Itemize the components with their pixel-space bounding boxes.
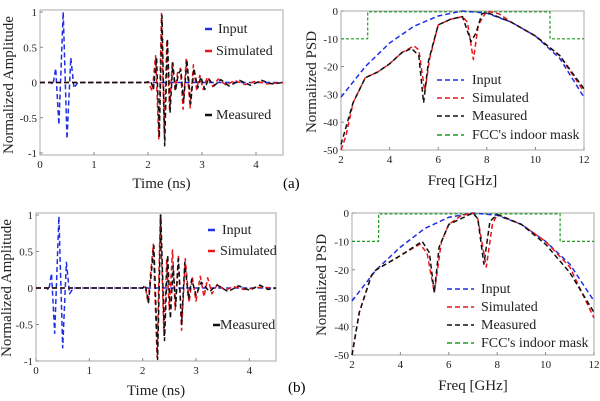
x-tick-label: 1 [91, 159, 97, 171]
axes-box [35, 212, 277, 362]
series-line-input [36, 215, 276, 349]
legend-label-simulated: Simulated [216, 44, 273, 59]
x-tick-label: 12 [579, 154, 590, 166]
legend-label-mask: FCC's indoor mask [481, 336, 589, 351]
legend-label-simulated: Simulated [472, 91, 529, 106]
y-tick-label: -0.5 [16, 320, 34, 332]
panel-a-psd: 2 4 6 8 10 12 -50 -40 -30 -20 -10 0 Freq [GHz] Normal… [304, 6, 590, 189]
y-tick-label: 0 [333, 6, 339, 18]
y-tick-label: 0 [28, 283, 34, 295]
legend-label-simulated: Simulated [481, 300, 538, 315]
x-tick-label: 8 [484, 154, 490, 166]
x-tick-label: 4 [387, 154, 393, 166]
x-tick-label: 3 [193, 365, 199, 377]
x-tick-label: 4 [247, 365, 253, 377]
x-tick-label: 12 [589, 359, 600, 371]
series-line-measured [340, 11, 585, 145]
y-axis-label: Normalized PSD [304, 31, 320, 133]
y-tick-label: -30 [323, 89, 338, 101]
series-line-input [340, 10, 585, 98]
legend-label-measured: Measured [472, 109, 527, 124]
y-tick-label: -20 [323, 62, 338, 74]
legend-label-measured: Measured [216, 108, 271, 123]
y-tick-label: -1 [24, 356, 33, 368]
x-tick-label: 8 [494, 359, 500, 371]
legend-label-measured: Measured [220, 318, 275, 333]
series-line-simulated [340, 10, 585, 151]
x-tick-label: 2 [338, 154, 344, 166]
y-tick-label: -10 [334, 236, 349, 248]
y-tick-label: -50 [334, 350, 349, 362]
x-axis-label: Time (ns) [132, 176, 190, 192]
y-tick-label: -1 [28, 148, 37, 160]
figure-label-a: (a) [283, 176, 300, 192]
legend-label-input: Input [481, 282, 511, 297]
x-tick-label: 3 [199, 159, 205, 171]
legend-label-mask: FCC's indoor mask [472, 128, 580, 143]
x-axis-label: Freq [GHz] [438, 378, 508, 394]
y-tick-label: -0.5 [20, 113, 38, 125]
series-line-input [351, 212, 595, 302]
y-tick-label: 1 [28, 210, 34, 222]
y-axis-label: Normalized Amplitude [1, 16, 17, 154]
panel-b-psd: 2 4 6 8 10 12 -50 -40 -30 -20 -10 0 Freq [GHz] Normal… [314, 208, 600, 394]
y-tick-label: -40 [334, 322, 349, 334]
y-tick-label: -20 [334, 265, 349, 277]
panel-b-time: 0 1 2 3 4 -1 -0.5 0 0.5 1 Time (ns) Normalized Ampl… [0, 210, 277, 399]
y-tick-label: 0.5 [19, 247, 33, 259]
axes-box [351, 212, 595, 356]
x-axis-label: Time (ns) [127, 383, 185, 399]
series-line-simulated [351, 212, 595, 356]
y-axis-label: Normalized PSD [314, 234, 330, 336]
x-tick-label: 0 [33, 365, 39, 377]
y-tick-label: 0 [32, 78, 38, 90]
x-tick-label: 10 [540, 359, 552, 371]
series-line-simulated [40, 12, 284, 140]
x-tick-label: 4 [253, 159, 259, 171]
x-tick-label: 0 [37, 159, 43, 171]
x-axis-label: Freq [GHz] [428, 173, 498, 189]
x-tick-label: 2 [349, 359, 355, 371]
y-axis-label: Normalized Amplitude [0, 219, 15, 357]
legend-label-input: Input [218, 22, 248, 37]
legend-label-measured: Measured [481, 318, 536, 333]
series-line-mask [341, 11, 584, 40]
series-line-input [40, 11, 283, 140]
legend-label-input: Input [472, 73, 502, 88]
y-tick-label: -30 [334, 293, 349, 305]
y-tick-label: 1 [32, 7, 38, 19]
legend-label-simulated: Simulated [220, 244, 277, 259]
series-line-measured [40, 14, 284, 147]
y-tick-label: -10 [323, 34, 338, 46]
x-tick-label: 2 [145, 159, 151, 171]
x-tick-label: 6 [446, 359, 452, 371]
x-tick-label: 2 [140, 365, 146, 377]
x-tick-label: 1 [87, 365, 93, 377]
figure-label-b: (b) [288, 380, 306, 396]
y-tick-label: 0.5 [23, 42, 37, 54]
x-tick-label: 4 [398, 359, 404, 371]
series-line-measured [36, 214, 277, 361]
y-tick-label: -50 [323, 145, 338, 157]
y-tick-label: -40 [323, 117, 338, 129]
series-line-measured [351, 212, 595, 356]
x-tick-label: 10 [530, 154, 542, 166]
legend-label-input: Input [222, 223, 252, 238]
panel-a-time: 0 1 2 3 4 -1 -0.5 0 0.5 1 Time (ns) Normalized Ampl… [1, 7, 284, 192]
series-line-mask [352, 213, 594, 242]
x-tick-label: 6 [435, 154, 441, 166]
y-tick-label: 0 [344, 208, 350, 220]
